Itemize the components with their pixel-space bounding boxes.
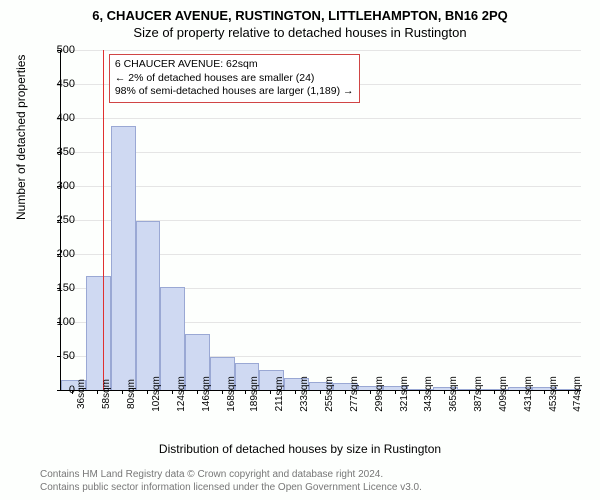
x-tick-label: 80sqm xyxy=(126,379,137,409)
y-tick-label: 0 xyxy=(45,384,75,396)
y-tick-label: 100 xyxy=(45,316,75,328)
x-tick-mark xyxy=(568,390,569,394)
y-tick-label: 50 xyxy=(45,350,75,362)
page-title-main: 6, CHAUCER AVENUE, RUSTINGTON, LITTLEHAM… xyxy=(0,0,600,23)
x-tick-label: 102sqm xyxy=(151,376,162,412)
x-tick-mark xyxy=(469,390,470,394)
x-axis-title: Distribution of detached houses by size … xyxy=(0,442,600,456)
x-tick-label: 387sqm xyxy=(473,376,484,412)
x-tick-label: 365sqm xyxy=(448,376,459,412)
x-tick-label: 211sqm xyxy=(274,377,285,412)
x-tick-mark xyxy=(97,390,98,394)
histogram-bar xyxy=(86,276,111,390)
x-tick-mark xyxy=(419,390,420,394)
x-tick-mark xyxy=(147,390,148,394)
histogram-bar xyxy=(160,287,185,390)
x-tick-label: 255sqm xyxy=(324,376,335,412)
property-marker-line xyxy=(103,50,104,390)
gridline xyxy=(61,186,581,187)
x-tick-label: 321sqm xyxy=(399,376,410,412)
x-tick-mark xyxy=(222,390,223,394)
x-tick-label: 299sqm xyxy=(374,376,385,412)
y-axis-title: Number of detached properties xyxy=(14,55,28,220)
x-tick-mark xyxy=(270,390,271,394)
histogram-bar xyxy=(111,126,136,390)
x-tick-mark xyxy=(494,390,495,394)
y-tick-label: 250 xyxy=(45,214,75,226)
x-tick-mark xyxy=(197,390,198,394)
attribution-footer: Contains HM Land Registry data © Crown c… xyxy=(40,469,422,494)
x-tick-mark xyxy=(544,390,545,394)
x-tick-label: 124sqm xyxy=(176,376,187,412)
annotation-line: ← 2% of detached houses are smaller (24) xyxy=(115,72,354,86)
histogram-chart: 6 CHAUCER AVENUE: 62sqm← 2% of detached … xyxy=(60,50,580,410)
x-tick-label: 168sqm xyxy=(226,376,237,412)
footer-line-2: Contains public sector information licen… xyxy=(40,482,422,495)
x-tick-label: 189sqm xyxy=(249,376,260,412)
x-tick-mark xyxy=(295,390,296,394)
page-title-sub: Size of property relative to detached ho… xyxy=(0,23,600,40)
x-tick-label: 343sqm xyxy=(423,376,434,412)
x-tick-mark xyxy=(444,390,445,394)
x-tick-label: 474sqm xyxy=(572,376,583,412)
x-tick-label: 431sqm xyxy=(523,376,534,412)
x-tick-label: 277sqm xyxy=(349,376,360,412)
y-tick-label: 200 xyxy=(45,248,75,260)
histogram-bar xyxy=(136,221,161,390)
x-tick-mark xyxy=(395,390,396,394)
x-tick-label: 146sqm xyxy=(201,376,212,412)
gridline xyxy=(61,50,581,51)
y-tick-label: 450 xyxy=(45,78,75,90)
gridline xyxy=(61,118,581,119)
y-tick-label: 500 xyxy=(45,44,75,56)
annotation-box: 6 CHAUCER AVENUE: 62sqm← 2% of detached … xyxy=(109,54,360,103)
x-tick-mark xyxy=(519,390,520,394)
x-tick-mark xyxy=(122,390,123,394)
plot-region: 6 CHAUCER AVENUE: 62sqm← 2% of detached … xyxy=(60,50,581,391)
x-tick-mark xyxy=(320,390,321,394)
annotation-line: 98% of semi-detached houses are larger (… xyxy=(115,85,354,99)
x-tick-mark xyxy=(172,390,173,394)
x-tick-label: 409sqm xyxy=(498,376,509,412)
x-tick-mark xyxy=(245,390,246,394)
x-tick-label: 233sqm xyxy=(299,376,310,412)
annotation-line: 6 CHAUCER AVENUE: 62sqm xyxy=(115,58,354,72)
x-tick-label: 58sqm xyxy=(101,379,112,409)
y-tick-label: 350 xyxy=(45,146,75,158)
y-tick-label: 150 xyxy=(45,282,75,294)
x-tick-label: 36sqm xyxy=(76,379,87,409)
footer-line-1: Contains HM Land Registry data © Crown c… xyxy=(40,469,422,482)
x-tick-mark xyxy=(345,390,346,394)
x-tick-label: 453sqm xyxy=(548,376,559,412)
y-tick-label: 400 xyxy=(45,112,75,124)
x-tick-mark xyxy=(370,390,371,394)
y-tick-label: 300 xyxy=(45,180,75,192)
gridline xyxy=(61,152,581,153)
